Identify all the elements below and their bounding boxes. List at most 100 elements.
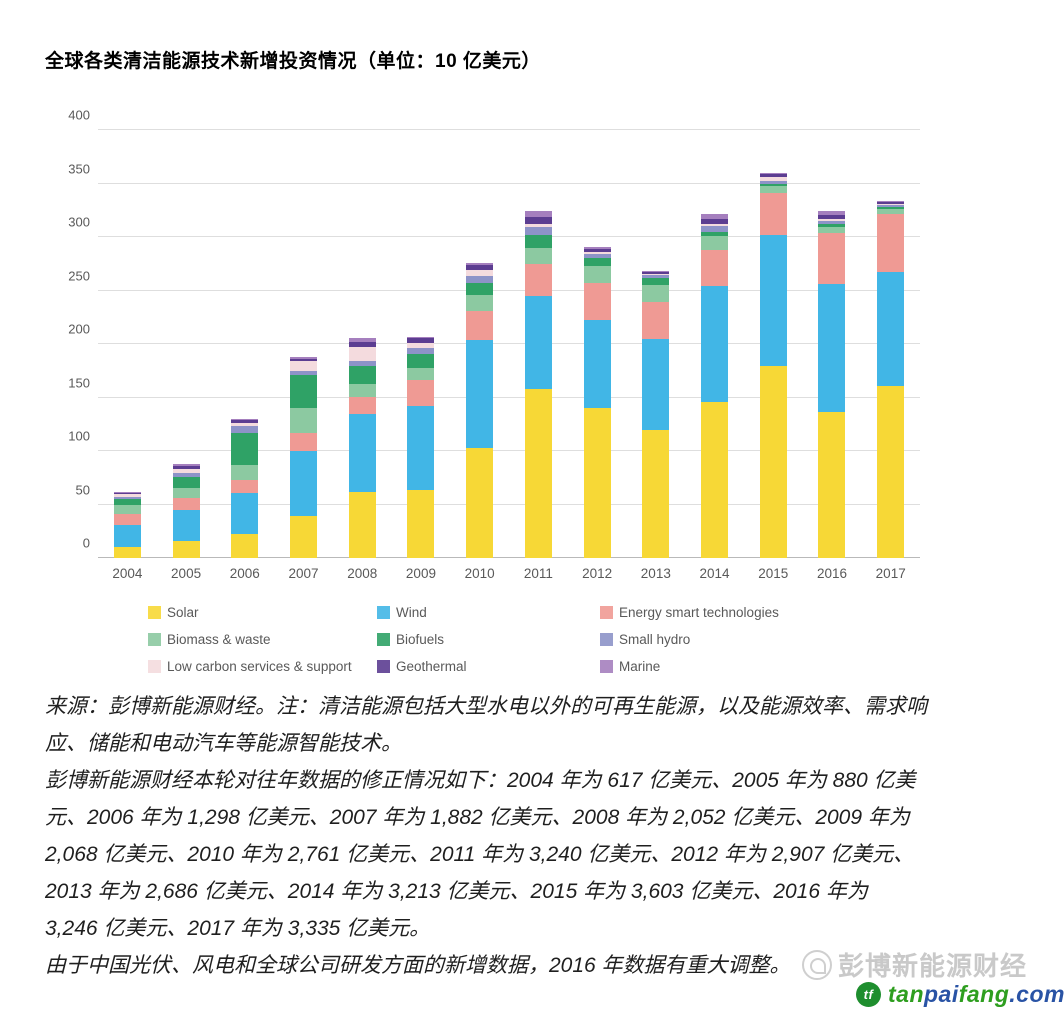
gridline-y-200 bbox=[98, 343, 920, 344]
legend-label: Biomass & waste bbox=[167, 632, 271, 647]
y-tick-label: 350 bbox=[68, 161, 90, 176]
segment-2010-biomass-waste bbox=[466, 295, 494, 311]
y-tick-label: 0 bbox=[82, 535, 90, 551]
gridline-y-400 bbox=[98, 129, 920, 130]
segment-2005-low-carbon-services-support bbox=[172, 468, 200, 473]
chart-plot-area: 0 50 100 150 200 250 300 350 400 bbox=[68, 108, 920, 558]
segment-2009-solar bbox=[407, 489, 435, 558]
segment-2009-low-carbon-services-support bbox=[407, 342, 435, 349]
segment-2011-biomass-waste bbox=[524, 247, 552, 265]
segment-2016-energy-smart-technologies bbox=[818, 233, 846, 284]
y-tick-label: 200 bbox=[68, 321, 90, 337]
stacked-bar-2014 bbox=[701, 214, 729, 558]
bars-row bbox=[98, 130, 920, 558]
segment-2005-solar bbox=[172, 540, 200, 558]
stacked-bar-2017 bbox=[877, 201, 905, 558]
segment-2011-small-hydro bbox=[524, 227, 552, 235]
stacked-bar-2016 bbox=[818, 210, 846, 558]
segment-2006-geothermal bbox=[231, 420, 259, 424]
segment-2011-wind bbox=[524, 295, 552, 390]
x-tick-label-2008: 2008 bbox=[347, 566, 378, 581]
gridline-y-150 bbox=[98, 396, 920, 398]
bar-cell-2008 bbox=[333, 130, 392, 558]
segment-2015-biomass-waste bbox=[759, 186, 787, 193]
segment-2006-small-hydro bbox=[231, 426, 259, 433]
x-tick-label-2012: 2012 bbox=[582, 566, 613, 581]
segment-2015-geothermal bbox=[759, 174, 787, 178]
logo-text-part: tan bbox=[888, 981, 924, 1007]
segment-2017-biofuels bbox=[877, 206, 905, 209]
bar-cell-2014 bbox=[685, 130, 744, 558]
legend-item-biofuels: Biofuels bbox=[377, 631, 600, 648]
logo-text-part: pai bbox=[924, 981, 959, 1007]
segment-2013-energy-smart-technologies bbox=[642, 302, 670, 339]
legend-swatch-icon bbox=[377, 660, 390, 673]
logo-text-part: .com bbox=[1009, 981, 1064, 1007]
stacked-bar-2005 bbox=[172, 463, 200, 558]
segment-2005-biofuels bbox=[172, 477, 200, 488]
y-tick-label: 250 bbox=[68, 268, 90, 283]
segment-2011-low-carbon-services-support bbox=[524, 224, 552, 228]
segment-2004-wind bbox=[113, 524, 141, 547]
segment-2013-biofuels bbox=[642, 277, 670, 285]
legend-item-small-hydro: Small hydro bbox=[600, 631, 938, 648]
y-tick-label: 50 bbox=[75, 482, 90, 497]
bar-cell-2013 bbox=[626, 130, 685, 558]
segment-2014-energy-smart-technologies bbox=[701, 249, 729, 287]
segment-2009-biomass-waste bbox=[407, 367, 435, 380]
segment-2013-solar bbox=[642, 430, 670, 558]
segment-2004-geothermal bbox=[113, 492, 141, 495]
legend-label: Marine bbox=[619, 659, 661, 674]
segment-2008-geothermal bbox=[348, 341, 376, 347]
stacked-bar-2011 bbox=[524, 211, 552, 558]
legend-swatch-icon bbox=[600, 606, 613, 619]
x-tick-label-2017: 2017 bbox=[875, 566, 906, 581]
segment-2017-geothermal bbox=[877, 202, 905, 204]
segment-2013-geothermal bbox=[642, 272, 670, 274]
segment-2005-small-hydro bbox=[172, 472, 200, 478]
bar-cell-2009 bbox=[392, 130, 451, 558]
segment-2014-geothermal bbox=[701, 218, 729, 224]
legend-swatch-icon bbox=[377, 606, 390, 619]
gridline-y-250 bbox=[98, 289, 920, 291]
legend-item-geothermal: Geothermal bbox=[377, 658, 600, 675]
segment-2009-wind bbox=[407, 405, 435, 490]
y-tick-label: 150 bbox=[68, 375, 90, 390]
legend-swatch-icon bbox=[148, 660, 161, 673]
bar-cell-2012 bbox=[568, 130, 627, 558]
x-tick-label-2005: 2005 bbox=[171, 566, 202, 581]
segment-2016-solar bbox=[818, 412, 846, 558]
x-tick-label-2010: 2010 bbox=[464, 566, 495, 581]
x-axis-labels: 2004 2005 2006 2007 2008 2009 2010 2011 2012 2013… bbox=[98, 566, 920, 581]
segment-2010-energy-smart-technologies bbox=[466, 310, 494, 340]
segment-2012-solar bbox=[583, 408, 611, 558]
segment-2009-small-hydro bbox=[407, 348, 435, 354]
logo-text-part: fang bbox=[958, 981, 1010, 1007]
segment-2013-small-hydro bbox=[642, 275, 670, 278]
gridline-y-100 bbox=[98, 450, 920, 451]
segment-2013-low-carbon-services-support bbox=[642, 273, 670, 276]
segment-2014-biofuels bbox=[701, 232, 729, 236]
segment-2007-biofuels bbox=[290, 375, 318, 408]
x-tick-label-2009: 2009 bbox=[405, 566, 436, 581]
segment-2015-biofuels bbox=[759, 183, 787, 187]
footnote-line-7: 3,246 亿美元、2017 年为 3,335 亿美元。 bbox=[45, 917, 431, 940]
bar-cell-2010 bbox=[450, 130, 509, 558]
legend-item-low-carbon-services-support: Low carbon services & support bbox=[148, 658, 377, 675]
legend-swatch-icon bbox=[600, 633, 613, 646]
segment-2015-small-hydro bbox=[759, 180, 787, 184]
x-tick-label-2004: 2004 bbox=[112, 566, 143, 581]
gridline-y-0 bbox=[98, 557, 920, 558]
segment-2012-low-carbon-services-support bbox=[583, 252, 611, 255]
stacked-bar-2008 bbox=[348, 338, 376, 558]
stacked-bar-2012 bbox=[583, 247, 611, 558]
segment-2005-energy-smart-technologies bbox=[172, 498, 200, 511]
gridline-y-300 bbox=[98, 236, 920, 237]
segment-2016-biofuels bbox=[818, 224, 846, 227]
segment-2008-solar bbox=[348, 491, 376, 558]
segment-2010-geothermal bbox=[466, 265, 494, 271]
legend-label: Wind bbox=[396, 605, 427, 620]
bar-cell-2005 bbox=[157, 130, 216, 558]
segment-2005-marine bbox=[172, 463, 200, 466]
footnote-line-2: 应、储能和电动汽车等能源智能技术。 bbox=[45, 732, 402, 755]
